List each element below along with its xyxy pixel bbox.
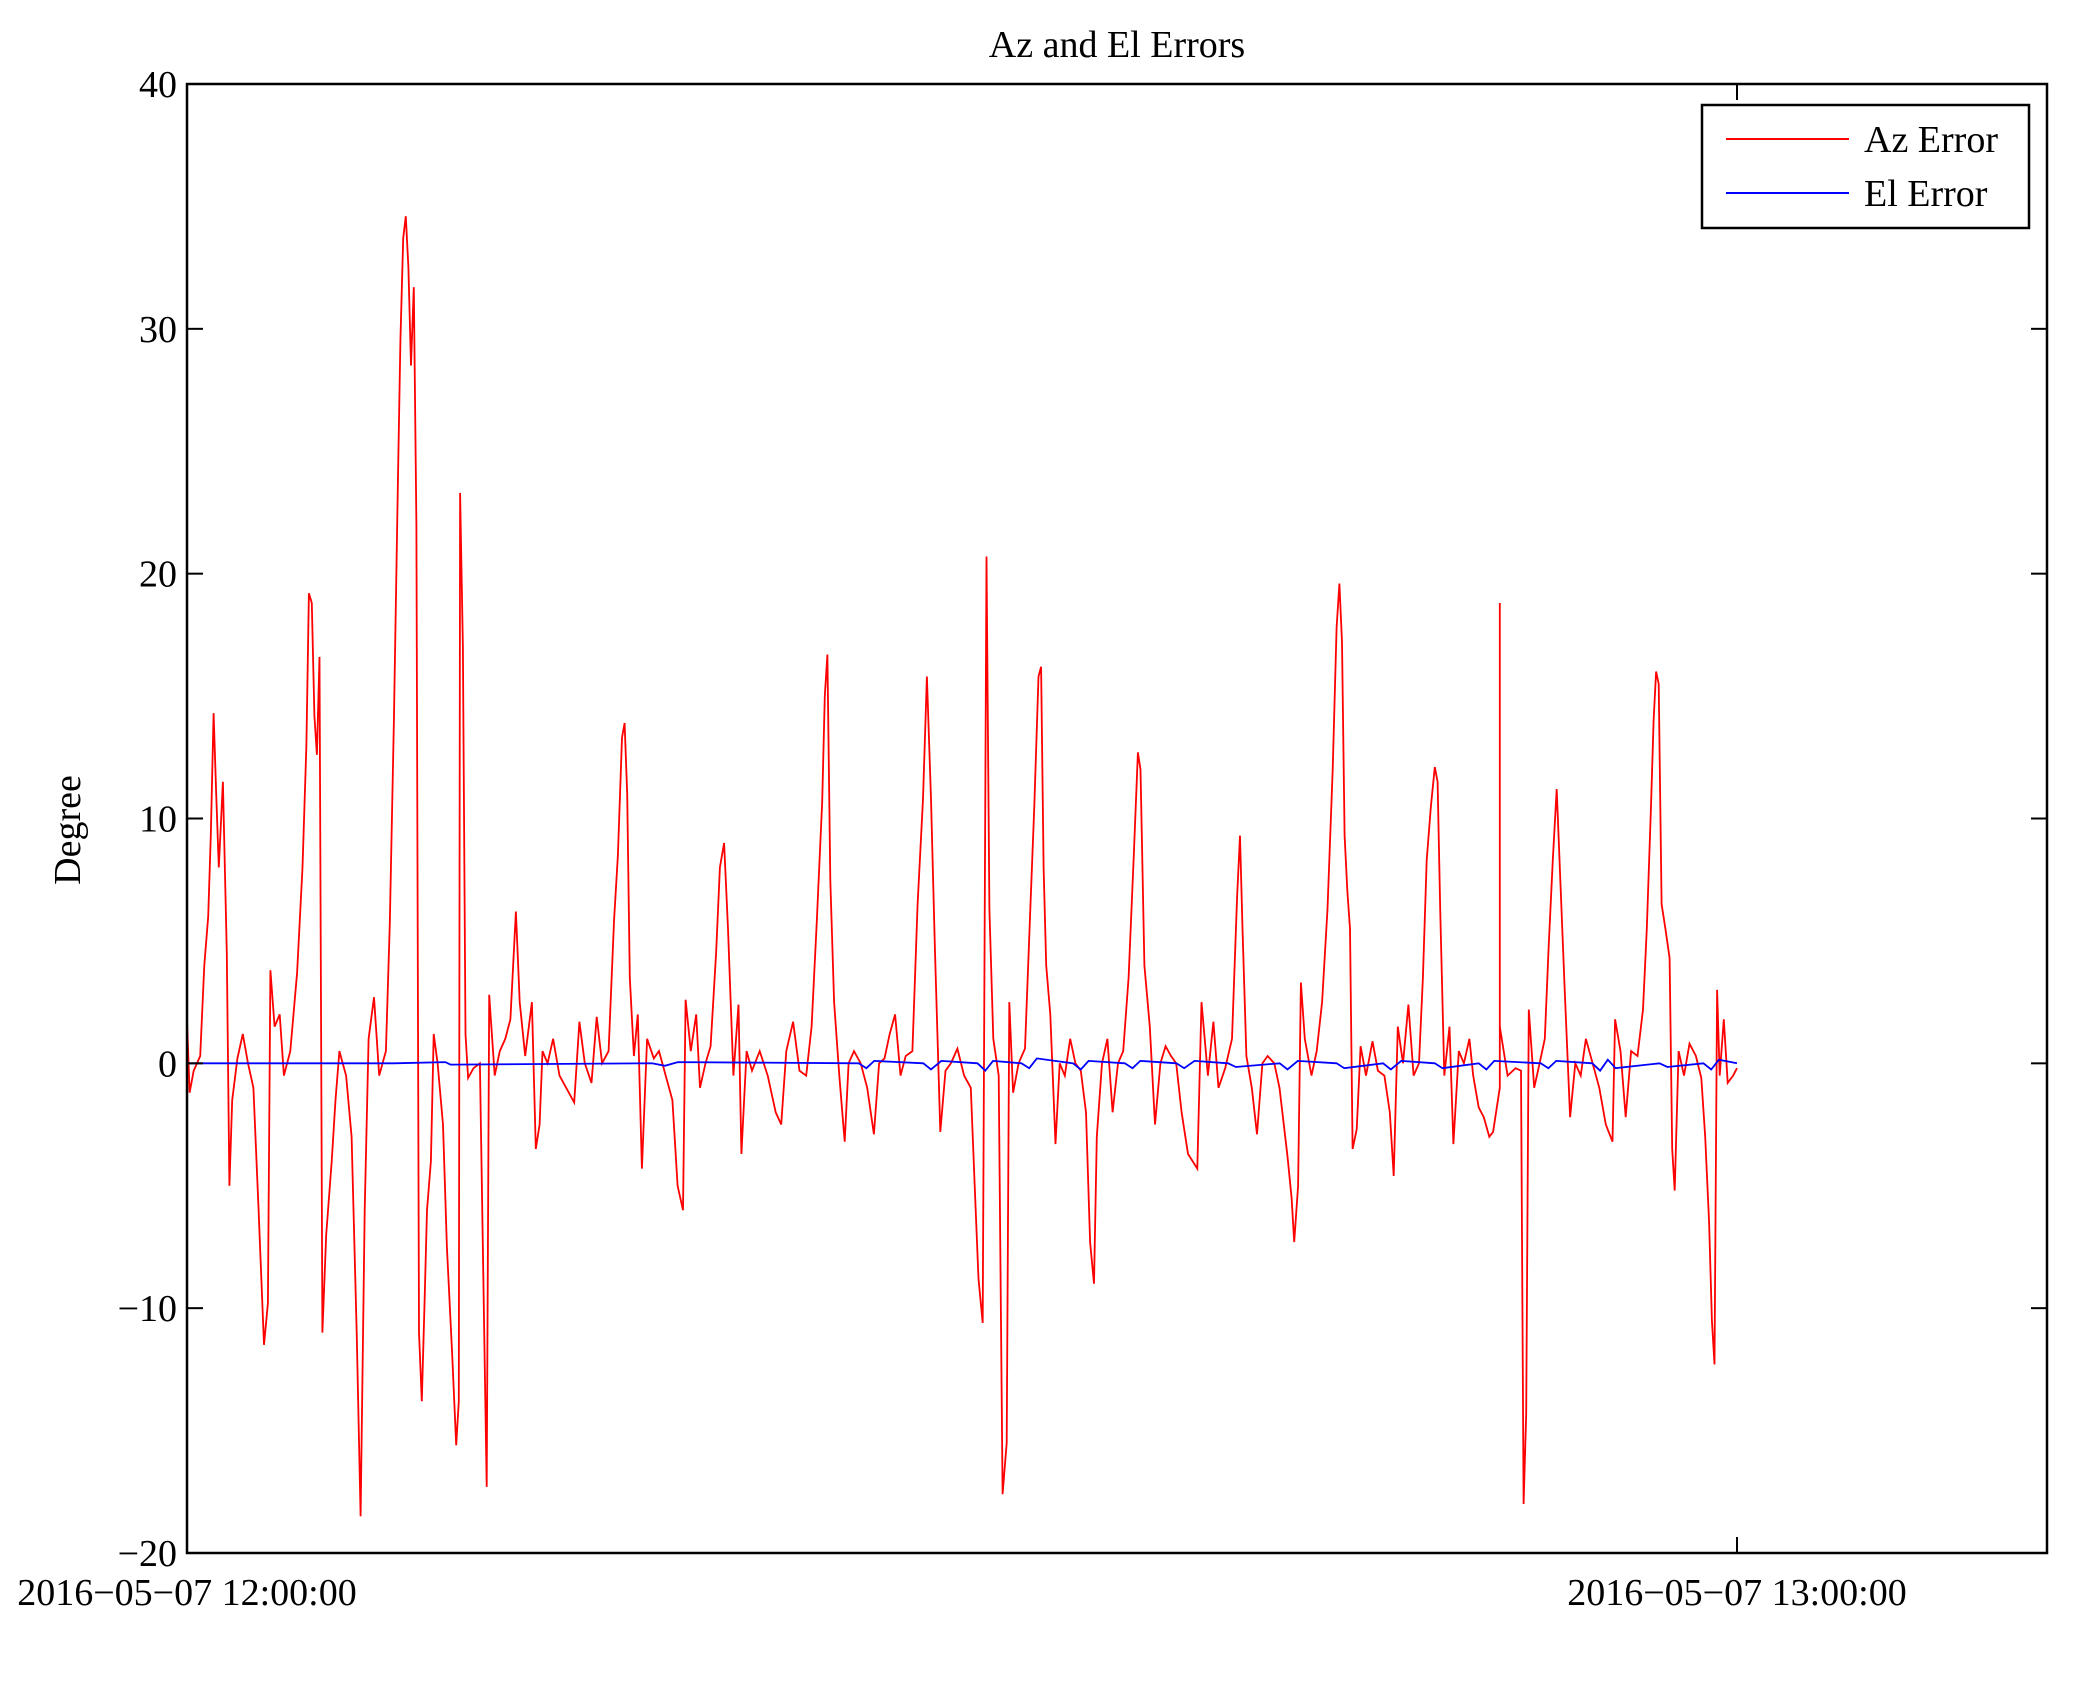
y-tick-label: 30	[139, 309, 177, 351]
y-axis-label: Degree	[47, 775, 89, 885]
legend-label-el-error: El Error	[1864, 173, 1988, 215]
chart-title: Az and El Errors	[989, 24, 1245, 66]
axes-frame	[185, 82, 2049, 1555]
plot-series	[187, 216, 1738, 1517]
y-tick-label: 20	[139, 554, 177, 596]
y-tick-label: −20	[118, 1533, 177, 1575]
x-tick-label: 2016−05−07 12:00:00	[17, 1572, 356, 1614]
legend-box	[1700, 103, 2031, 230]
y-tick-label: 10	[139, 799, 177, 841]
legend: Az Error El Error	[1700, 103, 2031, 230]
y-tick-label: 40	[139, 64, 177, 106]
series-line-el-error	[187, 1057, 1738, 1073]
y-tick-label: −10	[118, 1288, 177, 1330]
series-line-az-error	[187, 216, 1738, 1517]
legend-label-az-error: Az Error	[1864, 119, 1998, 161]
x-tick-label: 2016−05−07 13:00:00	[1567, 1572, 1906, 1614]
y-tick-label: 0	[158, 1043, 177, 1085]
axis-ticks: −20 −10 0 10 20 30 40 2016−05−07 12:00:00 2016−0…	[17, 64, 2047, 1614]
